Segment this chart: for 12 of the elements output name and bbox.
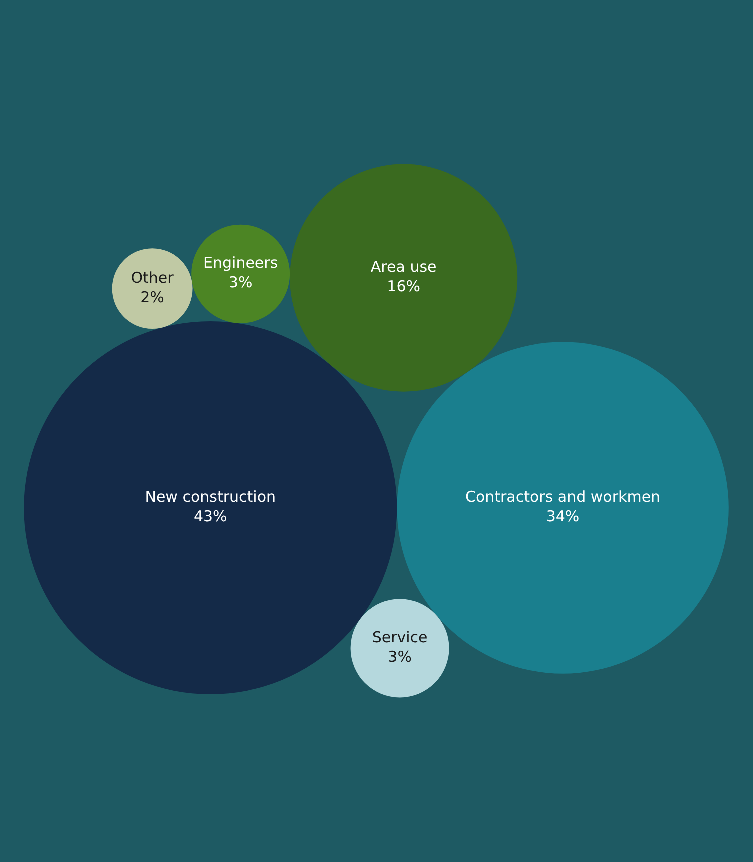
category-label: New construction: [145, 488, 276, 506]
category-label: Engineers: [204, 254, 278, 272]
category-label: Contractors and workmen: [465, 488, 661, 506]
category-label: Area use: [370, 258, 437, 276]
data-label: 43%: [194, 508, 228, 526]
category-label: Other: [131, 268, 175, 287]
data-label: 16%: [387, 278, 421, 296]
category-label: Service: [372, 628, 428, 646]
data-label: 3%: [228, 274, 253, 292]
data-label: 34%: [546, 508, 580, 526]
data-label: 3%: [388, 648, 412, 666]
data-label: 2%: [140, 288, 164, 306]
